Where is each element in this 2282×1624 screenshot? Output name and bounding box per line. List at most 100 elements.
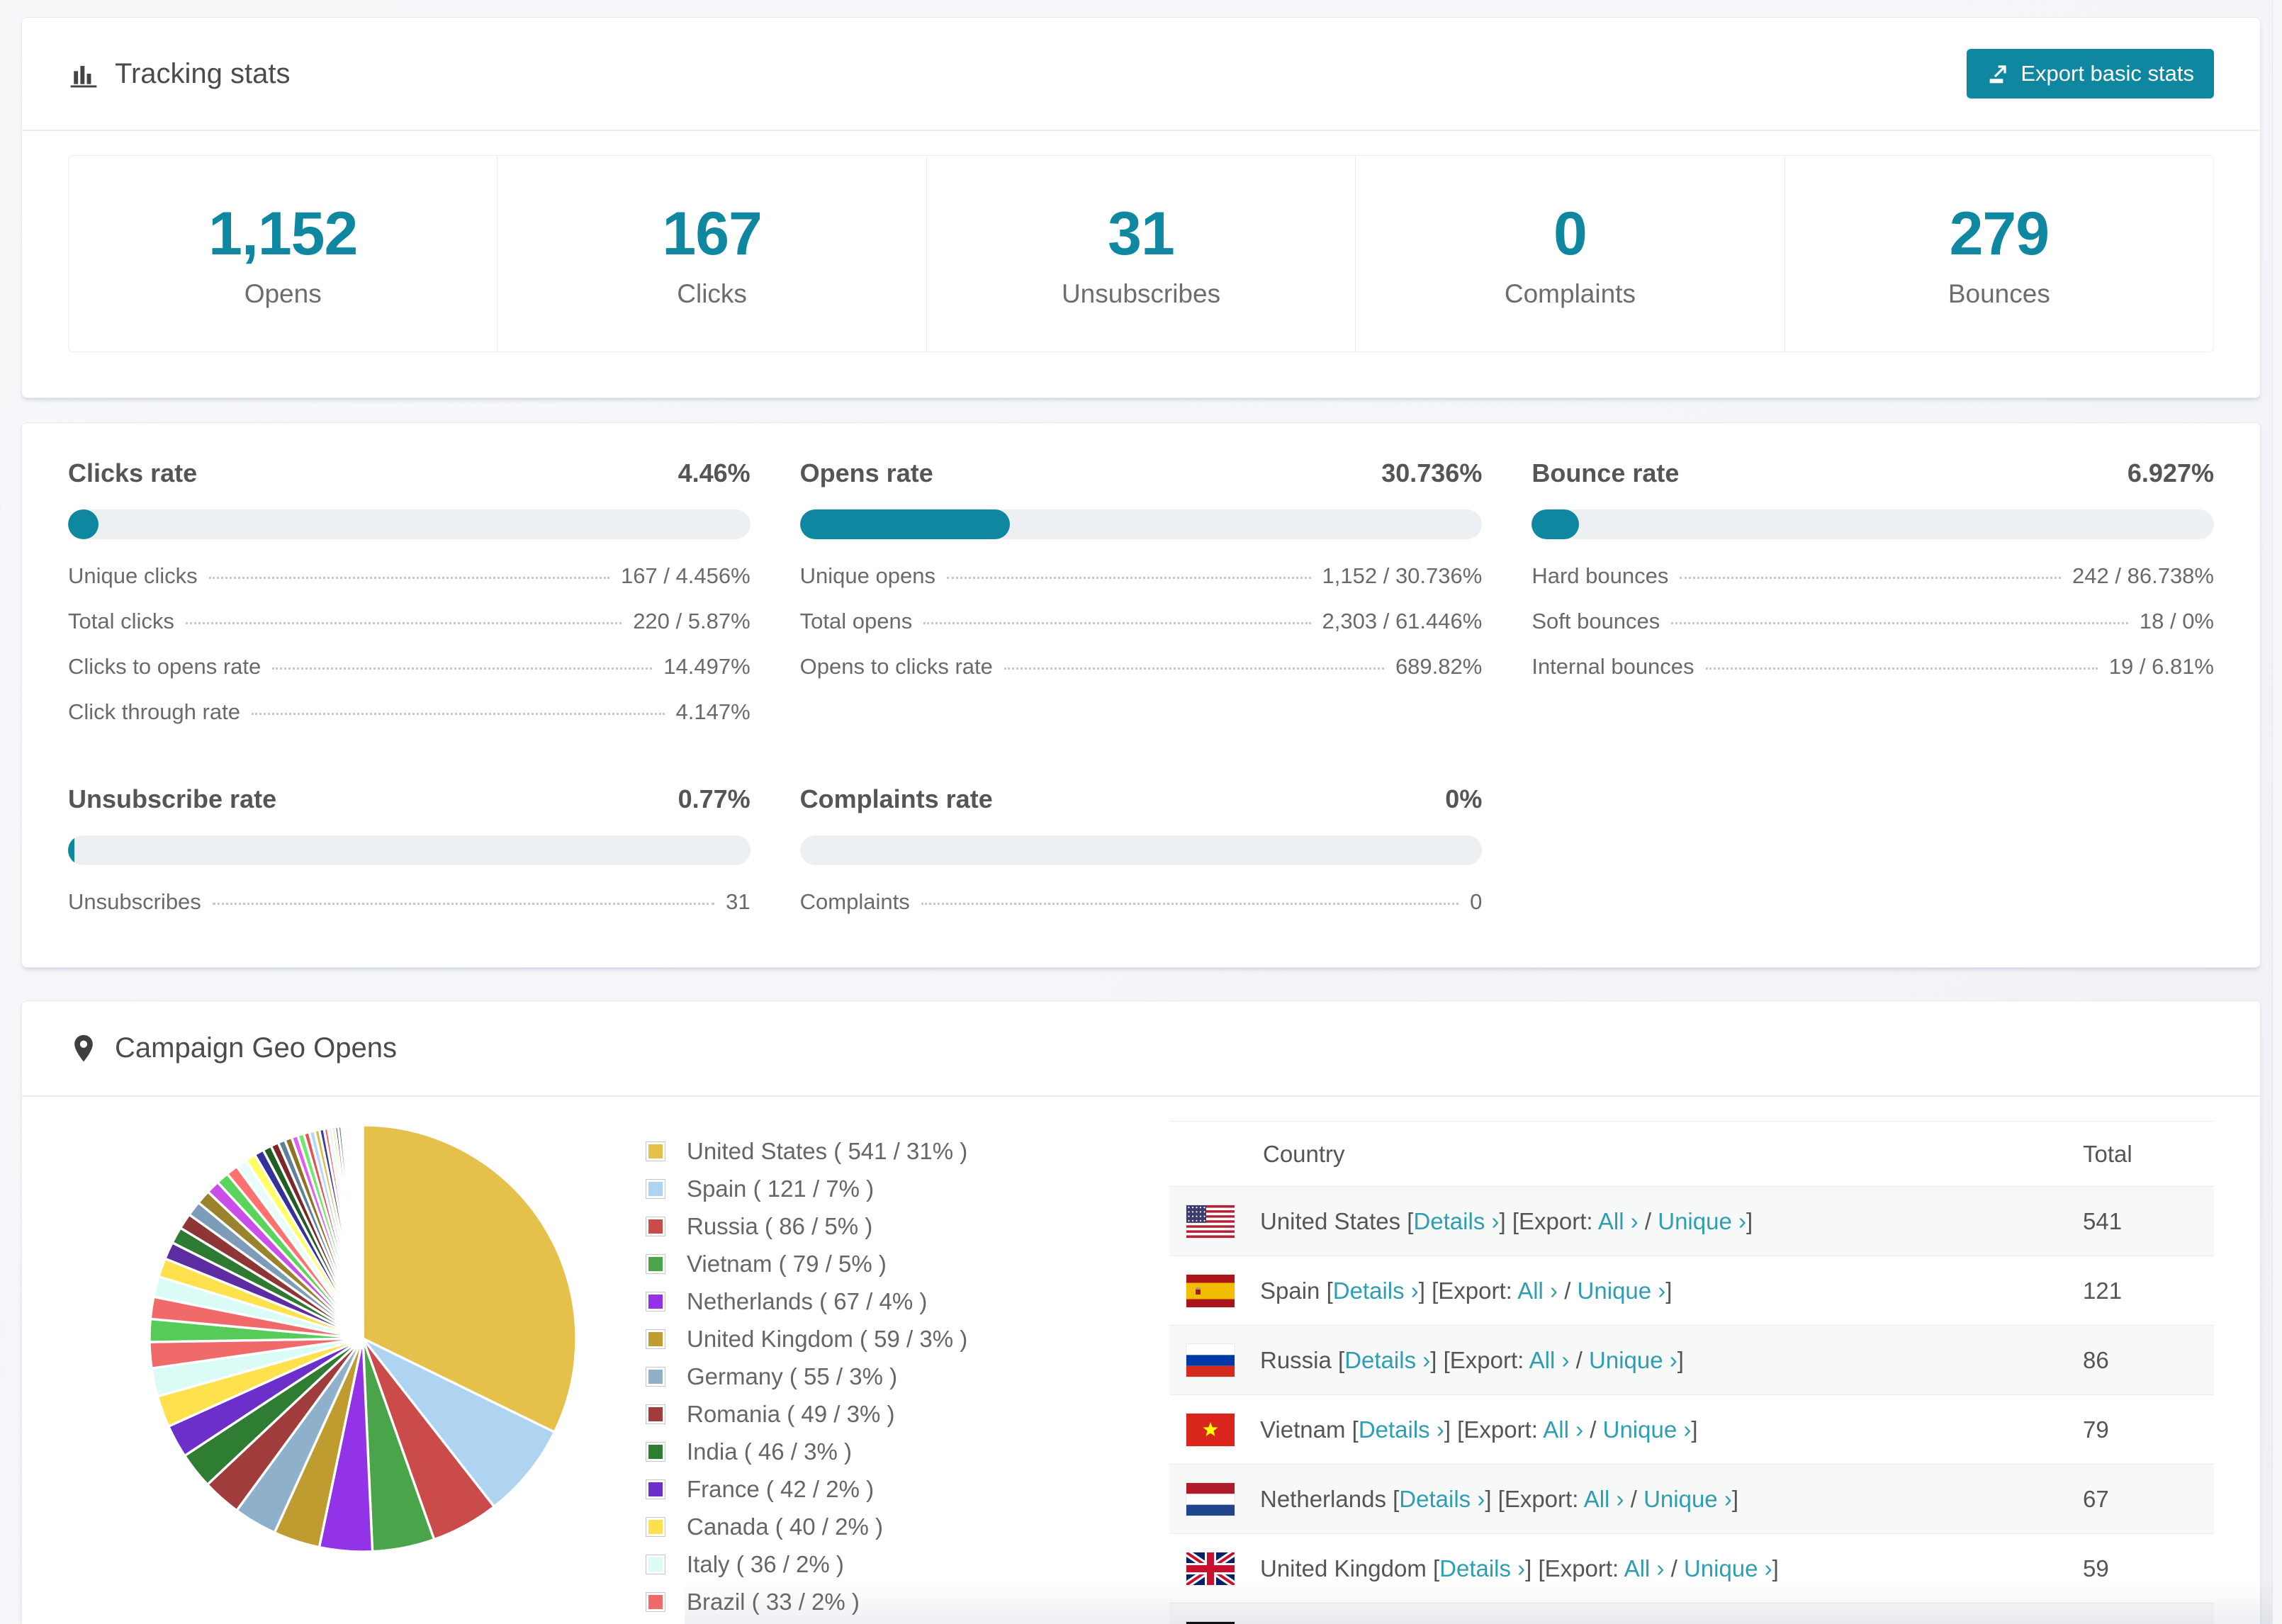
- export-all-link-nl[interactable]: All ›: [1583, 1485, 1624, 1512]
- details-link-nl[interactable]: Details ›: [1399, 1485, 1485, 1512]
- rate-title: Unsubscribe rate: [68, 784, 277, 813]
- rate-row-value: 689.82%: [1395, 654, 1483, 679]
- geo-country-cell: Germany [Details ›] [Export: All › / Uni…: [1169, 1621, 2083, 1624]
- details-link-vn[interactable]: Details ›: [1358, 1416, 1444, 1443]
- rate-row: Internal bounces 19 / 6.81%: [1531, 644, 2214, 689]
- page-scrollbar[interactable]: [2272, 0, 2282, 1624]
- legend-item-france: France ( 42 / 2% ): [646, 1476, 1145, 1503]
- rate-row-value: 14.497%: [663, 654, 751, 679]
- dotted-leader: [1004, 667, 1384, 670]
- rate-block-unsubscribe-rate: Unsubscribe rate 0.77% Unsubscribes 31: [68, 784, 751, 925]
- rate-rows: Hard bounces 242 / 86.738% Soft bounces 18 …: [1531, 553, 2214, 689]
- rate-progress-track: [68, 835, 751, 865]
- dotted-leader: [212, 903, 715, 905]
- rate-block-clicks-rate: Clicks rate 4.46% Unique clicks 167 / 4.456…: [68, 458, 751, 735]
- details-link-us[interactable]: Details ›: [1413, 1207, 1500, 1234]
- stat-label: Bounces: [1947, 278, 2050, 308]
- export-all-link-vn[interactable]: All ›: [1543, 1416, 1584, 1443]
- legend-item-brazil: Brazil ( 33 / 2% ): [646, 1589, 1145, 1615]
- rate-row-value: 19 / 6.81%: [2108, 654, 2214, 679]
- legend-item-canada: Canada ( 40 / 2% ): [646, 1513, 1145, 1540]
- rate-progress-track: [1531, 509, 2214, 539]
- geo-country-table: Country Total United States [Details ›] [E…: [1169, 1121, 2214, 1624]
- stat-value: 31: [1108, 199, 1175, 268]
- export-all-link-us[interactable]: All ›: [1597, 1207, 1639, 1234]
- export-basic-stats-button[interactable]: Export basic stats: [1967, 49, 2214, 98]
- rate-block-opens-rate: Opens rate 30.736% Unique opens 1,152 / 30.…: [799, 458, 1483, 735]
- rate-value: 0%: [1445, 784, 1483, 813]
- export-unique-link-es[interactable]: Unique ›: [1577, 1277, 1666, 1304]
- flag-ru-icon: [1186, 1343, 1235, 1377]
- legend-label: Vietnam ( 79 / 5% ): [687, 1251, 887, 1277]
- rate-row: Soft bounces 18 / 0%: [1531, 599, 2214, 644]
- legend-label: United Kingdom ( 59 / 3% ): [687, 1326, 968, 1352]
- export-all-link-es[interactable]: All ›: [1517, 1277, 1558, 1304]
- rate-row-value: 220 / 5.87%: [633, 609, 751, 633]
- geo-pie-chart: [148, 1124, 578, 1553]
- geo-total-cell: 541: [2083, 1207, 2123, 1234]
- rate-progress-fill: [68, 835, 74, 865]
- export-unique-link-nl[interactable]: Unique ›: [1643, 1485, 1732, 1512]
- geo-content: United States ( 541 / 31% ) Spain ( 121 /…: [22, 1097, 2260, 1624]
- stat-opens: 1,152 Opens: [69, 156, 498, 351]
- summary-stats-row: 1,152 Opens 167 Clicks 31 Unsubscribes 0 Compla…: [68, 155, 2214, 352]
- geo-legend: United States ( 541 / 31% ) Spain ( 121 /…: [646, 1114, 1145, 1624]
- campaign-geo-opens-card: Campaign Geo Opens United States ( 541 /…: [21, 1000, 2261, 1624]
- rate-row: Total opens 2,303 / 61.446%: [800, 599, 1483, 644]
- stat-value: 0: [1553, 199, 1587, 268]
- geo-table-row-de: Germany [Details ›] [Export: All › / Uni…: [1169, 1603, 2214, 1624]
- export-all-link-ru[interactable]: All ›: [1529, 1346, 1570, 1373]
- rate-row-label: Internal bounces: [1531, 654, 1694, 679]
- export-unique-link-us[interactable]: Unique ›: [1658, 1207, 1746, 1234]
- geo-pie-wrap: [22, 1114, 646, 1624]
- stat-label: Complaints: [1504, 278, 1636, 308]
- rate-head: Unsubscribe rate 0.77%: [68, 784, 751, 814]
- geo-total-cell: 67: [2083, 1485, 2109, 1512]
- rate-progress-track: [799, 509, 1483, 539]
- legend-label: Germany ( 55 / 3% ): [687, 1363, 898, 1389]
- rate-row-value: 4.147%: [675, 699, 751, 724]
- rate-row-value: 167 / 4.456%: [620, 563, 751, 588]
- flag-vn-icon: [1186, 1413, 1235, 1446]
- legend-item-united-kingdom: United Kingdom ( 59 / 3% ): [646, 1326, 1145, 1353]
- rate-row-label: Soft bounces: [1531, 609, 1660, 633]
- rate-head: Bounce rate 6.927%: [1531, 458, 2214, 488]
- export-unique-link-gb[interactable]: Unique ›: [1683, 1555, 1772, 1581]
- legend-item-italy: Italy ( 36 / 2% ): [646, 1551, 1145, 1578]
- stat-complaints: 0 Complaints: [1356, 156, 1785, 351]
- rate-row-label: Unique opens: [799, 563, 935, 588]
- geo-table-row-es: Spain [Details ›] [Export: All › / Uniqu…: [1169, 1256, 2214, 1325]
- geo-country-text: Vietnam [Details ›] [Export: All › / Uni…: [1260, 1416, 1698, 1443]
- legend-item-spain: Spain ( 121 / 7% ): [646, 1175, 1145, 1202]
- geo-section-title: Campaign Geo Opens: [115, 1032, 398, 1064]
- export-icon: [1990, 65, 2006, 84]
- rate-head: Complaints rate 0%: [800, 784, 1483, 814]
- export-unique-link-vn[interactable]: Unique ›: [1602, 1416, 1692, 1443]
- flag-de-icon: [1186, 1621, 1235, 1624]
- details-link-es[interactable]: Details ›: [1332, 1277, 1419, 1304]
- legend-item-united-states: United States ( 541 / 31% ): [646, 1138, 1145, 1165]
- rate-value: 0.77%: [678, 784, 751, 813]
- rate-block-bounce-rate: Bounce rate 6.927% Hard bounces 242 / 86.73…: [1531, 458, 2214, 735]
- legend-swatch: [646, 1479, 665, 1499]
- details-link-gb[interactable]: Details ›: [1439, 1555, 1526, 1581]
- export-all-link-gb[interactable]: All ›: [1624, 1555, 1665, 1581]
- rate-row-label: Click through rate: [68, 699, 240, 724]
- export-unique-link-ru[interactable]: Unique ›: [1589, 1346, 1677, 1373]
- legend-label: Brazil ( 33 / 2% ): [687, 1589, 860, 1615]
- pie-slice-united-states: [361, 1124, 578, 1434]
- rate-block-complaints-rate: Complaints rate 0% Complaints 0: [799, 784, 1483, 925]
- stat-value: 279: [1949, 199, 2050, 268]
- rate-head: Opens rate 30.736%: [800, 458, 1483, 488]
- geo-country-text: Spain [Details ›] [Export: All › / Uniqu…: [1260, 1277, 1673, 1304]
- rate-title: Clicks rate: [68, 458, 198, 487]
- rate-row-label: Clicks to opens rate: [68, 654, 262, 679]
- details-link-ru[interactable]: Details ›: [1344, 1346, 1431, 1373]
- rate-rows: Complaints 0: [800, 879, 1483, 925]
- geo-country-text: United Kingdom [Details ›] [Export: All …: [1260, 1555, 1779, 1581]
- rate-row-label: Complaints: [799, 889, 910, 914]
- flag-es-icon: [1186, 1274, 1235, 1307]
- stat-bounces: 279 Bounces: [1785, 156, 2213, 351]
- rate-row: Click through rate 4.147%: [68, 689, 751, 735]
- legend-label: Italy ( 36 / 2% ): [687, 1551, 844, 1577]
